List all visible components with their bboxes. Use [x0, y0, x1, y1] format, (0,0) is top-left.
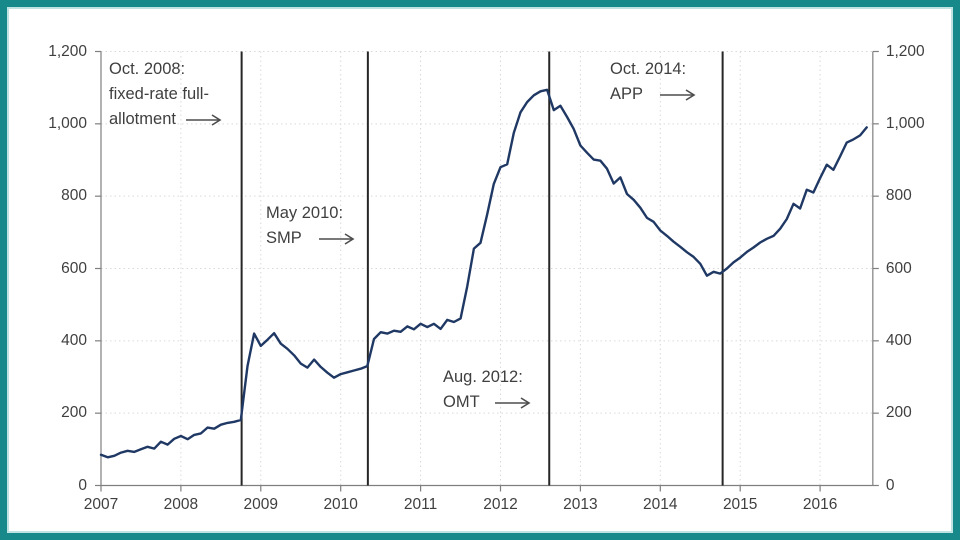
y-axis-tick-label-right: 600	[885, 259, 912, 277]
y-axis-tick-label-left: 800	[61, 187, 87, 205]
right-arrow-icon	[494, 396, 531, 409]
annotation-text-line: May 2010:	[266, 204, 344, 222]
annotation-aug-2012: Aug. 2012: OMT	[443, 365, 532, 415]
x-axis-tick-label: 2010	[323, 495, 358, 513]
x-axis-tick-label: 2009	[243, 495, 279, 513]
chart-canvas	[95, 50, 879, 492]
right-arrow-icon	[660, 88, 696, 101]
y-axis-tick-label-left: 400	[61, 331, 87, 349]
x-axis-tick-label: 2013	[563, 495, 598, 513]
x-axis-tick-label: 2011	[403, 495, 438, 513]
annotation-text-line: allotment	[109, 110, 176, 128]
right-arrow-icon	[318, 232, 355, 245]
y-axis-tick-label-left: 1,000	[48, 114, 87, 132]
annotation-text-line: Aug. 2012:	[443, 368, 523, 386]
annotation-text-line: Oct. 2014:	[610, 60, 687, 78]
data-series-line	[99, 88, 868, 459]
annotation-oct-2014: Oct. 2014: APP	[610, 57, 697, 107]
y-axis-tick-label-right: 1,000	[885, 114, 925, 132]
x-axis-tick-label: 2014	[643, 495, 678, 513]
y-axis-tick-label-right: 1,200	[885, 42, 925, 60]
x-axis-tick-label: 2016	[802, 495, 838, 513]
annotation-may-2010: May 2010: SMP	[266, 201, 356, 251]
annotation-text-line: Oct. 2008:	[109, 60, 186, 78]
y-axis-tick-label-left: 0	[78, 476, 87, 494]
y-axis-tick-label-right: 200	[885, 404, 912, 422]
annotation-text-line: APP	[610, 85, 644, 103]
y-axis-tick-label-left: 600	[61, 259, 87, 277]
y-axis-tick-label-left: 200	[61, 404, 87, 422]
x-axis-tick-label: 2008	[163, 495, 199, 513]
x-axis-tick-label: 2015	[722, 495, 758, 513]
annotation-text-line: fixed-rate full-	[109, 85, 209, 103]
y-axis-tick-label-right: 400	[885, 331, 912, 349]
right-arrow-icon	[185, 113, 222, 126]
y-axis-tick-label-left: 1,200	[48, 42, 87, 60]
y-axis-tick-label-right: 0	[885, 476, 895, 494]
x-axis-tick-label: 2012	[483, 495, 518, 513]
annotation-oct-2008: Oct. 2008: fixed-rate full- allotment	[109, 57, 223, 132]
x-axis-tick-label: 2007	[83, 495, 119, 513]
annotation-text-line: OMT	[443, 393, 480, 411]
annotation-text-line: SMP	[266, 229, 302, 247]
y-axis-tick-label-right: 800	[885, 187, 912, 205]
